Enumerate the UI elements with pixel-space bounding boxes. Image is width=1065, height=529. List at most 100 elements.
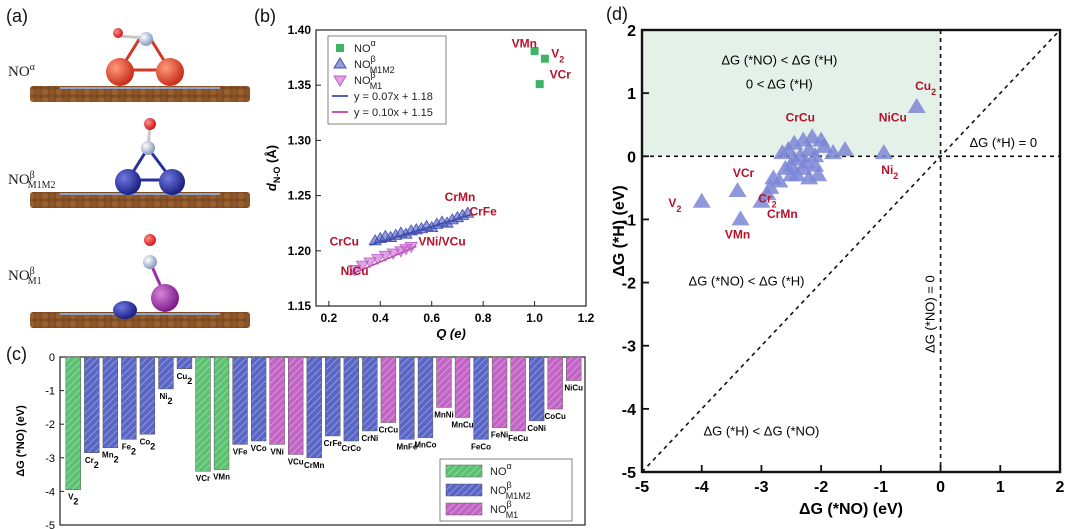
point-label: CrCu [330,234,359,248]
bar [380,356,397,423]
point-triangle [809,166,828,182]
point-label: VCr [550,68,572,82]
x-tick-label: -5 [635,479,649,496]
bar-label: NiCu [564,384,583,393]
structure-label-alpha: NOα [8,62,35,80]
point-label: Cr2 [758,191,776,209]
y-tick-label: 1.30 [288,133,312,147]
bar [473,356,489,440]
x-tick-label: -1 [874,479,888,496]
y-tick-label: -3 [622,339,636,356]
legend-label: NOβ M1 [354,70,382,91]
point-triangle [731,210,750,226]
point-label: VMn [725,227,750,241]
legend-label: NOα [354,38,376,55]
legend-label: NOβ M1 [490,499,518,520]
bar [417,356,434,438]
x-tick-label: -2 [814,479,828,496]
point-label: Ni2 [881,163,898,181]
y-axis-label: dN-O (Å) [264,145,282,191]
point-triangle-down [363,257,377,269]
y-axis-label: ΔG (*H) (eV) [611,185,628,277]
point-label: CrMn [767,207,798,221]
bar [65,356,81,490]
y-tick-label: -5 [45,520,55,529]
point-triangle-down [347,265,362,277]
chart-d: -5 -4 -3 -2 -1 0 1 2 2 1 0 -1 -2 -3 -4 -5 ΔG (*NO) (eV) Δ… [611,23,1065,518]
diagonal-line [641,29,1061,473]
structure-beta-m1 [30,234,250,328]
point-label: CrFe [469,204,497,218]
bar-label: Co2 [140,437,156,451]
structure-alpha [30,28,250,102]
point-triangle-down [371,254,385,266]
bar [510,356,526,432]
point-triangle [752,192,771,208]
x-tick-label: 2 [1056,479,1065,496]
bar-label: Cr2 [85,456,99,470]
bar-label: Mn2 [102,451,119,465]
x-tick-label: 0.8 [475,311,492,325]
bar-label: VNi [270,447,283,456]
y-tick-label: -1 [622,212,636,229]
point-label: VNi/VCu [418,234,465,248]
x-tick-label: 0 [936,479,945,496]
bar [436,356,452,408]
point-triangle-down [355,260,369,272]
x-tick-label: 0.2 [321,311,338,325]
legend-swatch [445,502,483,516]
point-label: VCr [733,166,755,180]
y-tick-label: 1 [627,86,636,103]
bar-label: CoNi [527,424,546,433]
point-triangle [907,98,926,114]
bar [566,356,582,381]
bar-label: CrCu [379,426,399,435]
bar-label: CrNi [361,434,378,443]
legend-label: NOα [490,461,512,478]
bar-label: VFe [233,447,248,456]
point-label: NiCu [879,111,907,125]
structure-beta-m1m2 [30,118,250,208]
bar [528,356,545,422]
bar [343,356,359,442]
point-label: CrCu [786,111,815,125]
panel-label-d: (d) [606,4,628,24]
point-label: CrMn [445,190,476,204]
x-axis-label: ΔG (*NO) (eV) [799,501,903,518]
legend-box [327,35,447,125]
region-label: ΔG (*NO) = 0 [923,275,938,353]
legend-label: y = 0.10x + 1.15 [354,107,433,119]
legend-triangle-down [333,75,347,87]
bar-label: MnCo [414,441,436,450]
y-tick-label: -3 [45,453,55,465]
x-tick-label: 1 [996,479,1005,496]
y-axis-label: ΔG (*NO) (eV) [15,405,27,477]
point-label: VMn [512,37,537,51]
bar [269,356,285,445]
x-tick-label: 0.4 [372,311,389,325]
bar-label: FeCo [471,442,491,451]
legend-swatch [445,464,483,478]
y-tick-label: -4 [45,486,55,498]
y-tick-label: -1 [45,386,55,398]
bar-label: Cu2 [177,372,193,386]
bar [325,356,341,437]
bar [121,356,137,440]
structure-label-beta-m1: NOβM1 [8,266,42,287]
bar-label: VCo [251,444,267,453]
bar [102,356,119,448]
bar-label: VCr [196,474,210,483]
point-square [535,80,544,89]
bar-label: Ni2 [159,392,172,406]
bar-label: MnNi [434,410,454,419]
y-tick-label: 1.40 [288,23,312,37]
x-tick-label: 1.2 [578,311,594,325]
chart-b: 0.2 0.4 0.6 0.8 1.0 1.2 1.15 1.20 1.25 1.30 1.35 1.… [264,23,594,340]
x-tick-label: 0.6 [423,311,440,325]
point-triangle [692,192,711,208]
y-tick-label: -2 [622,276,636,293]
bar-label: MnFe [396,442,417,451]
bar-label: FeNi [491,431,508,440]
bar-label: CrFe [324,439,343,448]
bar-label: FeCu [508,434,528,443]
